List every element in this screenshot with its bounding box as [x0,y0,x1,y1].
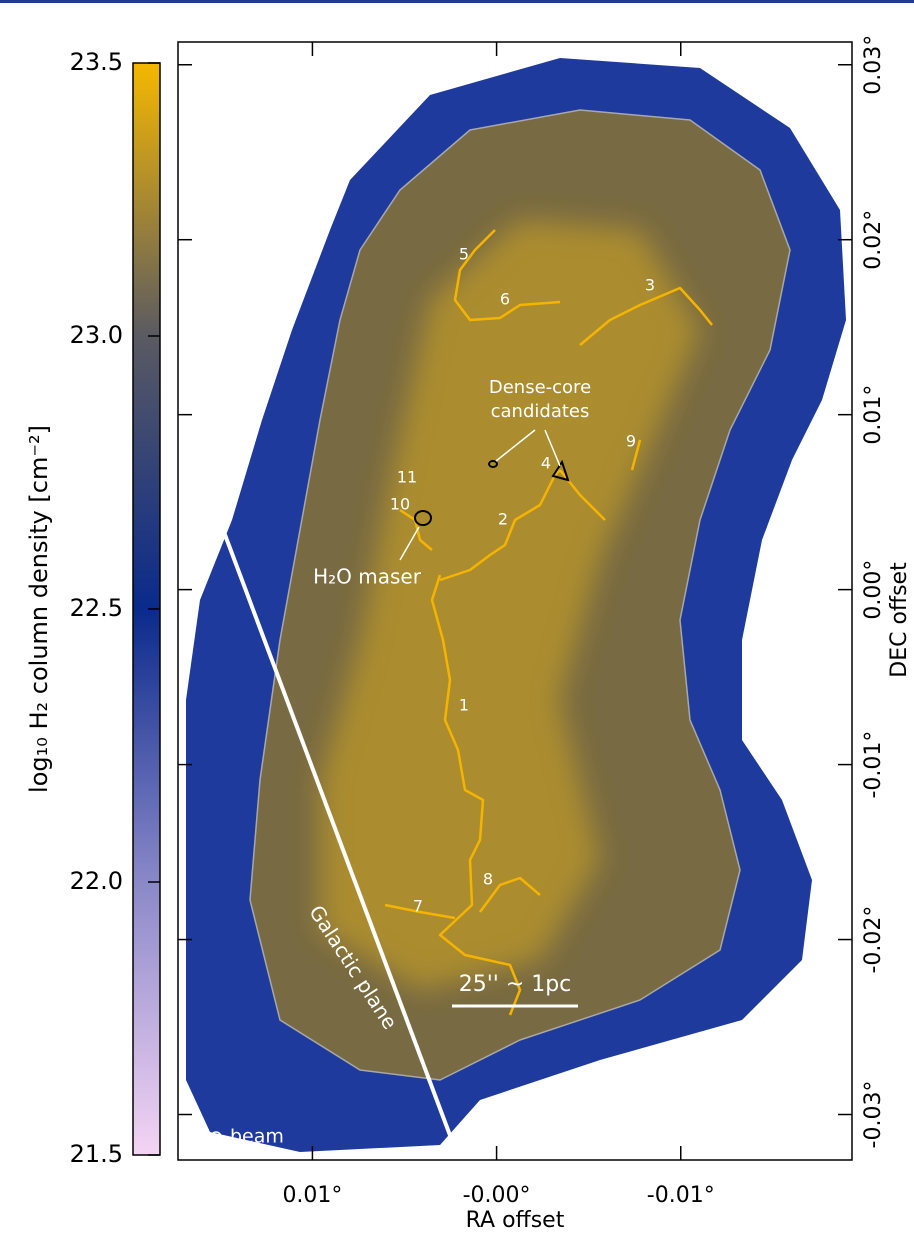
maser-label: H₂O maser [313,565,422,589]
x-tick-label: -0.01° [647,1183,715,1208]
filament-label: 1 [459,696,469,715]
x-axis-label: RA offset [466,1208,565,1233]
y-tick-label: 0.00° [861,560,886,620]
x-tick-label: 0.01° [282,1183,342,1208]
beam-label: beam [230,1126,284,1148]
colorbar-tick-label: 22.5 [70,594,123,622]
y-tick-label: 0.02° [861,210,886,270]
filament-label: 9 [626,432,636,451]
colorbar-label: log₁₀ H₂ column density [cm⁻²] [25,425,53,793]
colorbar-tick-label: 21.5 [70,1140,123,1168]
y-tick-label: 0.03° [861,35,886,95]
filament-label: 3 [645,276,655,295]
filament-label: 5 [459,245,469,264]
filament-label: 10 [390,495,410,514]
y-tick-label: -0.03° [861,1081,886,1149]
figure: 1 2 3 4 5 6 7 8 9 10 11 Galactic plane D… [0,0,914,1234]
colorbar-tick-label: 23.0 [70,321,123,349]
filament-label: 2 [498,510,508,529]
y-tick-label: -0.01° [861,731,886,799]
scale-label: 25'' ~ 1pc [459,972,572,997]
filament-label: 7 [413,897,423,916]
y-tick-label: 0.01° [861,385,886,445]
filament-label: 8 [483,870,493,889]
filament-label: 11 [397,468,417,487]
y-axis-label: DEC offset [887,562,912,678]
colorbar-tick-label: 23.5 [70,48,123,76]
colorbar-tick-label: 22.0 [70,867,123,895]
beam-marker [211,1132,221,1142]
chart-subtitle: G0.253+0.016 [192,107,346,131]
chart-title: ALMA+Herschel [192,65,400,95]
filament-label: 4 [541,454,551,473]
top-bar [0,0,914,3]
y-tick-label: -0.02° [861,906,886,974]
filament-label: 6 [500,290,510,309]
x-tick-label: -0.00° [463,1183,531,1208]
